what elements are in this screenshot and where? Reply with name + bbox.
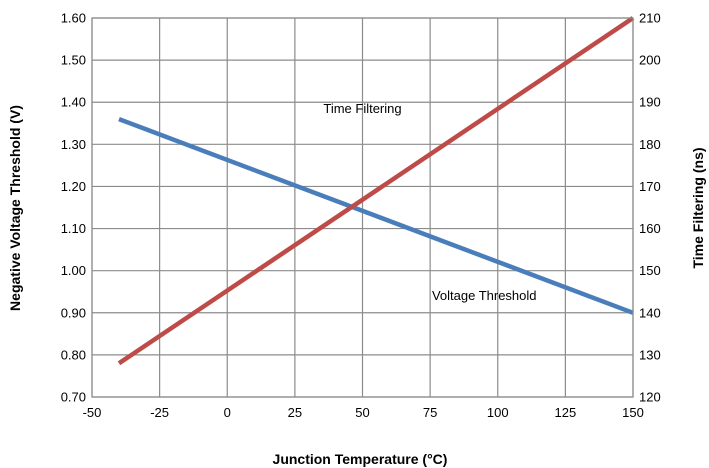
x-axis-title: Junction Temperature (°C) xyxy=(273,451,448,467)
x-tick-label: 25 xyxy=(288,405,302,420)
time-filtering-annotation: Time Filtering xyxy=(323,101,401,116)
left-y-tick-label: 0.80 xyxy=(61,347,86,362)
left-y-tick-label: 0.90 xyxy=(61,305,86,320)
voltage-threshold-annotation: Voltage Threshold xyxy=(432,288,537,303)
x-tick-label: 50 xyxy=(355,405,369,420)
x-axis-ticks: -50 -25 0 25 50 75 100 125 150 xyxy=(83,405,644,420)
x-tick-label: 100 xyxy=(487,405,509,420)
right-y-tick-label: 180 xyxy=(639,137,661,152)
annotations: Time Filtering Voltage Threshold xyxy=(323,101,536,303)
left-y-tick-label: 1.20 xyxy=(61,179,86,194)
right-y-axis-title: Time Filtering (ns) xyxy=(690,147,706,268)
right-y-tick-label: 120 xyxy=(639,390,661,405)
plot-area-frame xyxy=(91,17,634,398)
right-y-tick-label: 130 xyxy=(639,347,661,362)
x-tick-label: 125 xyxy=(555,405,577,420)
right-y-tick-label: 170 xyxy=(639,179,661,194)
left-y-tick-label: 1.40 xyxy=(61,95,86,110)
left-y-axis-title: Negative Voltage Threshold (V) xyxy=(7,105,23,311)
left-y-tick-label: 0.70 xyxy=(61,390,86,405)
right-y-tick-label: 190 xyxy=(639,95,661,110)
time-filtering-line xyxy=(117,16,635,366)
left-y-tick-label: 1.30 xyxy=(61,137,86,152)
x-tick-label: -25 xyxy=(150,405,169,420)
x-tick-label: 75 xyxy=(423,405,437,420)
right-y-tick-label: 140 xyxy=(639,305,661,320)
series-lines xyxy=(117,16,635,366)
right-y-tick-label: 200 xyxy=(639,53,661,68)
voltage-threshold-line xyxy=(118,116,634,315)
right-y-tick-label: 160 xyxy=(639,221,661,236)
grid-lines xyxy=(91,17,634,398)
x-tick-label: -50 xyxy=(83,405,102,420)
left-y-tick-label: 1.10 xyxy=(61,221,86,236)
x-tick-label: 150 xyxy=(622,405,644,420)
right-y-axis-ticks: 120 130 140 150 160 170 180 190 200 210 xyxy=(639,11,661,405)
left-y-tick-label: 1.00 xyxy=(61,263,86,278)
left-y-axis-ticks: 0.70 0.80 0.90 1.00 1.10 1.20 1.30 1.40 1.50 1.60 xyxy=(61,11,86,405)
left-y-tick-label: 1.60 xyxy=(61,11,86,26)
right-y-tick-label: 150 xyxy=(639,263,661,278)
right-y-tick-label: 210 xyxy=(639,11,661,26)
left-y-tick-label: 1.50 xyxy=(61,53,86,68)
x-tick-label: 0 xyxy=(224,405,231,420)
